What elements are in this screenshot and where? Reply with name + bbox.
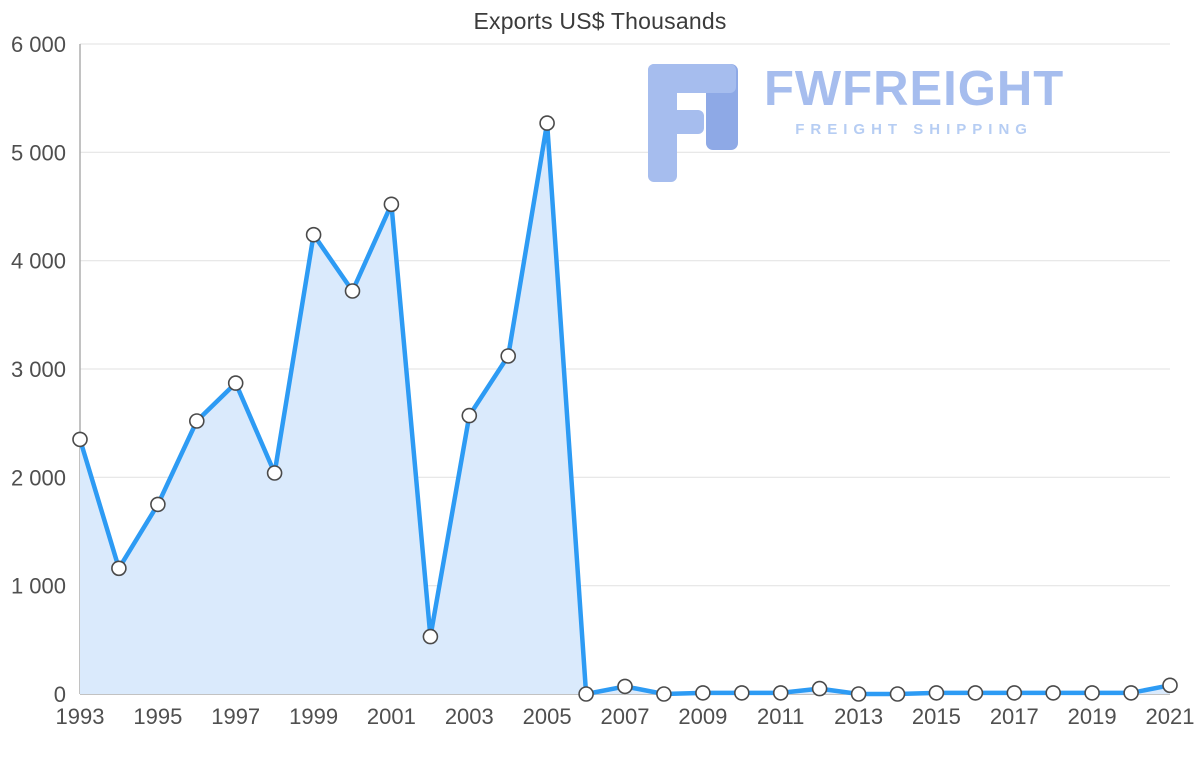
y-tick-label: 4 000 [11, 249, 66, 274]
data-point[interactable] [1045, 685, 1061, 701]
x-tick-label: 2011 [757, 704, 804, 729]
data-point[interactable] [500, 348, 517, 364]
data-point[interactable] [344, 283, 361, 299]
data-point[interactable] [111, 560, 127, 577]
data-point[interactable] [422, 628, 439, 645]
logo-text: FWFREIGHT FREIGHT SHIPPING [764, 62, 1065, 139]
chart-title: Exports US$ Thousands [473, 8, 727, 34]
y-tick-label: 0 [54, 682, 66, 707]
data-point[interactable] [150, 496, 166, 513]
data-point[interactable] [617, 678, 633, 695]
data-point[interactable] [461, 407, 478, 424]
data-point[interactable] [189, 413, 205, 429]
data-point[interactable] [227, 375, 244, 391]
data-point[interactable] [578, 686, 594, 702]
logo-f-icon [648, 64, 738, 182]
data-point[interactable] [305, 226, 322, 243]
data-point[interactable] [695, 685, 711, 701]
y-tick-label: 2 000 [11, 465, 66, 490]
y-tick-label: 6 000 [11, 32, 66, 57]
x-tick-label: 2015 [912, 704, 961, 729]
data-point[interactable] [850, 686, 867, 702]
x-tick-label: 1993 [56, 704, 105, 729]
watermark-logo: FWFREIGHT FREIGHT SHIPPING [648, 62, 1065, 184]
x-tick-label: 2021 [1146, 704, 1195, 729]
data-point[interactable] [266, 465, 283, 481]
data-point[interactable] [539, 115, 555, 131]
y-tick-label: 3 000 [11, 357, 66, 382]
x-tick-label: 1999 [289, 704, 338, 729]
data-point[interactable] [967, 685, 984, 701]
x-tick-label: 2007 [601, 704, 650, 729]
x-tick-label: 1995 [133, 704, 182, 729]
x-tick-label: 2003 [445, 704, 494, 729]
data-point[interactable] [656, 686, 672, 702]
data-point[interactable] [811, 680, 828, 697]
data-point[interactable] [889, 686, 906, 702]
x-tick-label: 2017 [990, 704, 1039, 729]
data-point[interactable] [1162, 677, 1178, 694]
x-tick-label: 2019 [1068, 704, 1117, 729]
data-point[interactable] [383, 196, 400, 213]
y-tick-label: 5 000 [11, 140, 66, 165]
x-tick-label: 2001 [367, 704, 416, 729]
x-tick-label: 1997 [211, 704, 260, 729]
data-point[interactable] [72, 431, 88, 448]
data-point[interactable] [928, 685, 945, 701]
data-point[interactable] [772, 685, 789, 701]
logo-tagline: FREIGHT SHIPPING [795, 121, 1033, 139]
x-tick-label: 2005 [523, 704, 572, 729]
data-point[interactable] [1123, 685, 1139, 701]
x-tick-label: 2013 [834, 704, 883, 729]
data-point[interactable] [733, 685, 750, 701]
logo-name: FWFREIGHT [764, 62, 1065, 116]
x-tick-label: 2009 [678, 704, 727, 729]
y-tick-label: 1 000 [11, 574, 66, 599]
area-fill [80, 123, 1170, 695]
data-point[interactable] [1084, 685, 1100, 701]
data-point[interactable] [1006, 685, 1023, 701]
